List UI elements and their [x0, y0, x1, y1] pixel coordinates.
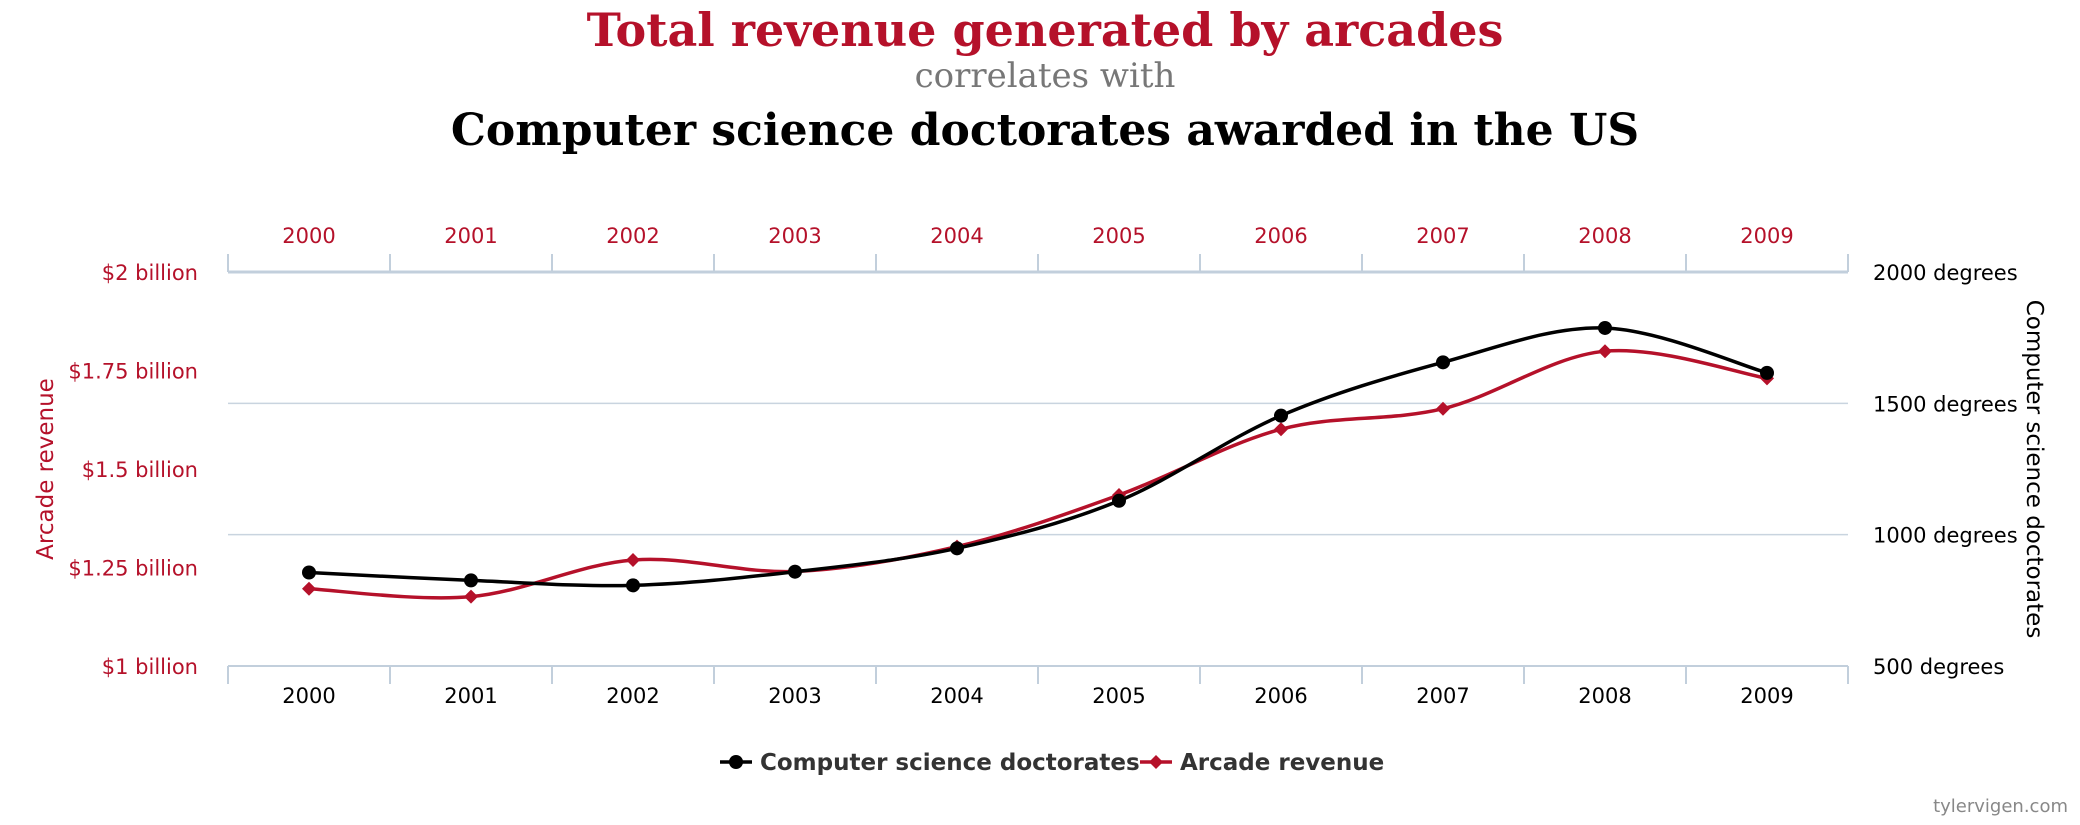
x-tick-label-top: 2008 — [1578, 224, 1631, 248]
x-tick-label-bottom: 2009 — [1740, 684, 1793, 708]
data-point-arcade-revenue — [464, 589, 478, 604]
legend-marker — [729, 755, 743, 769]
data-point-arcade-revenue — [1436, 401, 1450, 416]
chart-title: Total revenue generated by arcades — [587, 3, 1504, 57]
x-tick-label-top: 2007 — [1416, 224, 1469, 248]
data-point-computer-science-doctorates — [1598, 320, 1612, 335]
x-tick-label-bottom: 2000 — [282, 684, 335, 708]
y-left-tick-label: $1.75 billion — [68, 360, 198, 384]
data-point-computer-science-doctorates — [1436, 355, 1450, 370]
x-tick-label-top: 2004 — [930, 224, 983, 248]
legend: Computer science doctorates Arcade revenu… — [720, 750, 1384, 776]
data-point-arcade-revenue — [302, 581, 316, 596]
x-tick-label-top: 2001 — [444, 224, 497, 248]
data-point-arcade-revenue — [1598, 344, 1612, 359]
data-point-computer-science-doctorates — [950, 541, 964, 556]
y-left-axis-title: Arcade revenue — [33, 378, 59, 560]
y-left-tick-label: $2 billion — [102, 261, 198, 285]
y-right-axis-title: Computer science doctorates — [2021, 300, 2047, 639]
y-right-tick-label: 500 degrees — [1873, 655, 2004, 679]
series-line-arcade-revenue — [308, 348, 1768, 600]
x-tick-label-top: 2009 — [1740, 224, 1793, 248]
series-line-computer-science-doctorates — [308, 326, 1768, 588]
chart-subtitle: Computer science doctorates awarded in t… — [451, 105, 1639, 156]
y-right-tick-label: 1500 degrees — [1873, 392, 2018, 416]
data-point-computer-science-doctorates — [302, 565, 316, 580]
x-tick-label-top: 2000 — [282, 224, 335, 248]
chart-connector: correlates with — [915, 56, 1176, 96]
data-point-arcade-revenue — [1274, 422, 1288, 437]
series-group — [302, 320, 1774, 604]
x-tick-label-bottom: 2001 — [444, 684, 497, 708]
y-left-tick-label: $1.25 billion — [68, 557, 198, 581]
legend-label: Arcade revenue — [1180, 750, 1384, 776]
data-point-computer-science-doctorates — [1274, 408, 1288, 423]
x-tick-label-bottom: 2003 — [768, 684, 821, 708]
data-point-computer-science-doctorates — [626, 578, 640, 593]
x-tick-label-top: 2003 — [768, 224, 821, 248]
data-point-computer-science-doctorates — [1760, 365, 1774, 380]
data-point-computer-science-doctorates — [1112, 493, 1126, 508]
x-tick-label-bottom: 2008 — [1578, 684, 1631, 708]
grid-lines — [228, 402, 1848, 536]
data-point-computer-science-doctorates — [788, 564, 802, 579]
axes: 2000 2000 2001 2001 2002 2002 2003 2003 2004 2004… — [33, 224, 2047, 708]
series-arcade-revenue — [302, 344, 1774, 604]
x-tick-label-bottom: 2007 — [1416, 684, 1469, 708]
data-point-computer-science-doctorates — [464, 573, 478, 588]
x-tick-label-top: 2006 — [1254, 224, 1307, 248]
series-computer-science-doctorates — [302, 320, 1774, 593]
watermark: tylervigen.com — [1933, 796, 2068, 817]
y-right-tick-label: 2000 degrees — [1873, 261, 2018, 285]
data-point-arcade-revenue — [626, 553, 640, 568]
x-tick-label-bottom: 2005 — [1092, 684, 1145, 708]
legend-item: Arcade revenue — [1140, 750, 1384, 776]
x-tick-label-top: 2002 — [606, 224, 659, 248]
legend-label: Computer science doctorates — [760, 750, 1140, 776]
y-left-tick-label: $1.5 billion — [82, 458, 198, 482]
legend-marker — [1149, 755, 1163, 769]
y-left-tick-label: $1 billion — [102, 655, 198, 679]
x-tick-label-bottom: 2006 — [1254, 684, 1307, 708]
x-tick-label-top: 2005 — [1092, 224, 1145, 248]
legend-item: Computer science doctorates — [720, 750, 1140, 776]
x-tick-label-bottom: 2004 — [930, 684, 983, 708]
x-tick-label-bottom: 2002 — [606, 684, 659, 708]
y-right-tick-label: 1000 degrees — [1873, 524, 2018, 548]
